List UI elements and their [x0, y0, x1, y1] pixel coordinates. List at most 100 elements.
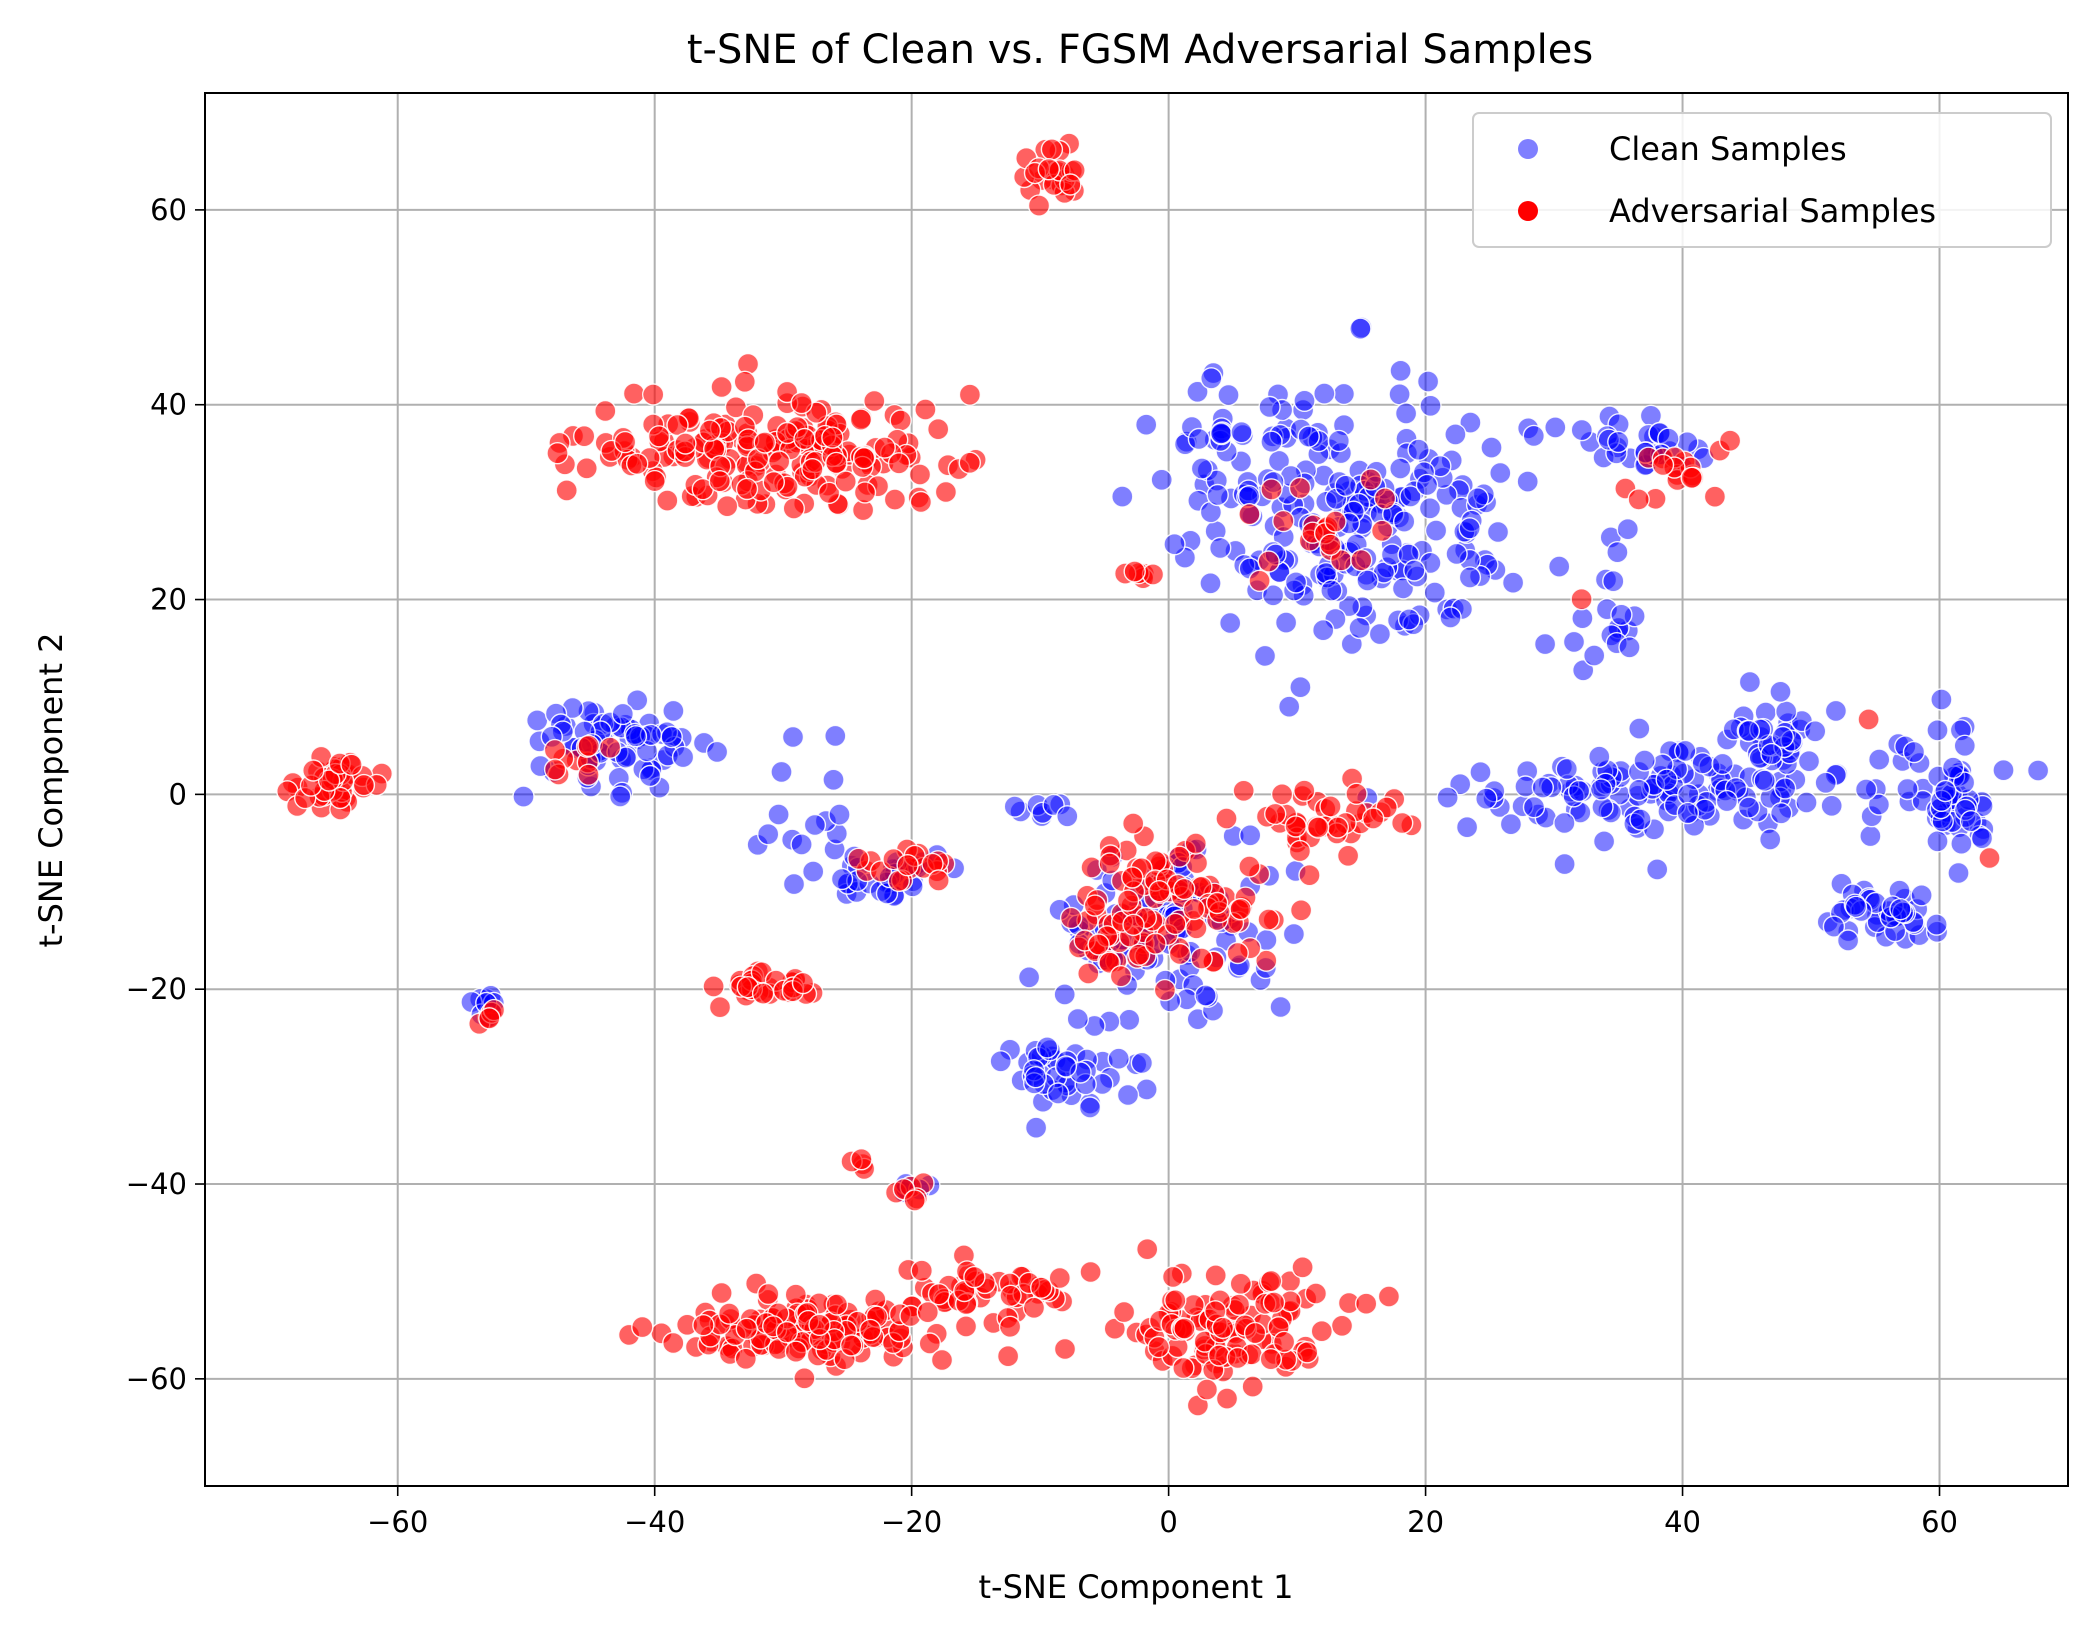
clean-point: [1571, 607, 1594, 630]
adversarial-point: [1112, 1300, 1136, 1324]
adversarial-point: [1238, 503, 1261, 526]
adversarial-point: [543, 738, 567, 762]
adversarial-point: [1370, 519, 1394, 542]
clean-point: [1200, 367, 1223, 390]
clean-point: [803, 813, 827, 837]
clean-point: [1902, 740, 1926, 764]
adversarial-point: [1248, 569, 1271, 592]
adversarial-point: [859, 1318, 882, 1342]
clean-point: [1992, 759, 2015, 782]
adversarial-point: [1229, 1272, 1253, 1296]
adversarial-point: [733, 370, 756, 393]
chart-title: t-SNE of Clean vs. FGSM Adversarial Samp…: [687, 27, 1593, 73]
adversarial-point: [1263, 802, 1287, 826]
adversarial-point: [1257, 550, 1280, 573]
adversarial-point: [834, 470, 857, 493]
adversarial-point: [1211, 1316, 1235, 1340]
clean-point: [1774, 700, 1798, 723]
adversarial-point: [1361, 807, 1385, 830]
clean-point: [1253, 644, 1277, 668]
clean-point: [1959, 810, 1983, 833]
clean-point: [512, 785, 535, 808]
clean-point: [1655, 768, 1678, 791]
adversarial-point: [716, 495, 739, 518]
clean-point: [1952, 771, 1976, 794]
adversarial-point: [853, 481, 877, 504]
clean-point: [1017, 966, 1041, 989]
adversarial-point: [642, 383, 665, 406]
legend-box: [1472, 112, 2052, 248]
clean-point: [626, 689, 649, 712]
clean-point: [1674, 739, 1697, 763]
adversarial-point: [791, 971, 815, 995]
clean-point: [1555, 757, 1579, 781]
adversarial-point: [698, 419, 722, 442]
adversarial-point: [852, 447, 876, 470]
clean-point: [1024, 1065, 1047, 1089]
adversarial-point: [1083, 894, 1107, 917]
adversarial-point: [317, 769, 341, 792]
clean-point: [1769, 680, 1792, 703]
adversarial-point: [1123, 560, 1146, 583]
adversarial-point: [930, 1348, 954, 1372]
adversarial-point: [577, 763, 600, 786]
adversarial-point: [674, 432, 697, 455]
adversarial-point: [594, 399, 617, 423]
clean-point: [1867, 748, 1891, 771]
y-tick-label: −20: [126, 972, 187, 1006]
clean-point: [1332, 382, 1356, 406]
clean-point: [1389, 359, 1412, 382]
clean-point: [1859, 824, 1882, 848]
clean-point: [1822, 915, 1846, 938]
clean-point: [1277, 695, 1301, 718]
clean-point: [1436, 786, 1459, 809]
clean-point: [1368, 622, 1392, 646]
clean-point: [1320, 579, 1343, 602]
axis-ticks: −60 −40 −20 0 20 40 60 −60 −40 −20 0 20 40 60: [126, 193, 1958, 1539]
clean-point: [1469, 761, 1492, 784]
adversarial-point: [1680, 466, 1703, 489]
adversarial-point: [708, 996, 732, 1019]
clean-point: [1854, 778, 1878, 801]
clean-point: [660, 725, 683, 749]
clean-point: [1645, 858, 1669, 881]
adversarial-point: [1651, 453, 1675, 477]
adversarial-point: [1037, 157, 1061, 181]
adversarial-point: [1121, 866, 1144, 889]
clean-point: [1795, 791, 1818, 814]
adversarial-point: [1241, 1375, 1264, 1398]
clean-point: [1533, 632, 1557, 656]
clean-point: [1711, 752, 1734, 776]
clean-point: [624, 725, 648, 748]
clean-point: [1187, 427, 1211, 451]
clean-point: [1970, 827, 1994, 850]
adversarial-point: [757, 1282, 780, 1306]
clean-point: [1567, 779, 1591, 803]
adversarial-point: [1029, 1276, 1053, 1299]
adversarial-point: [478, 1007, 501, 1030]
adversarial-point: [1257, 908, 1280, 931]
clean-point: [1407, 438, 1430, 461]
x-tick-label: 20: [1407, 1505, 1444, 1539]
clean-point: [1217, 383, 1240, 407]
clean-point: [1135, 1078, 1158, 1101]
adversarial-point: [1144, 932, 1167, 955]
x-tick-label: −40: [624, 1505, 685, 1539]
adversarial-point: [1122, 913, 1145, 936]
adversarial-point: [1349, 549, 1373, 572]
clean-point: [1950, 832, 1973, 855]
clean-point: [1771, 725, 1795, 749]
adversarial-point: [1272, 1330, 1296, 1354]
clean-point: [1629, 808, 1652, 831]
adversarial-point: [1182, 1293, 1205, 1317]
adversarial-point: [996, 1344, 1020, 1368]
adversarial-point: [889, 409, 912, 432]
clean-point: [1737, 719, 1761, 743]
clean-point: [638, 764, 662, 788]
adversarial-point: [1298, 864, 1321, 887]
clean-point: [1486, 520, 1510, 544]
clean-point: [1424, 519, 1448, 542]
adversarial-point: [998, 1315, 1022, 1339]
clean-point: [1947, 861, 1970, 885]
adversarial-point: [622, 382, 646, 405]
